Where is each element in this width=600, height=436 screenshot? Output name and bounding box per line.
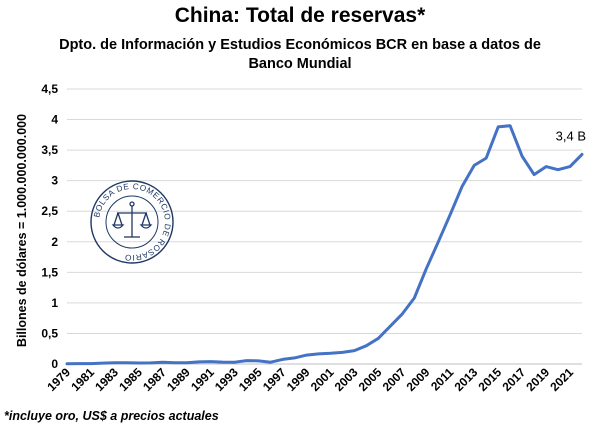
x-tick-label: 1999: [284, 365, 313, 394]
x-tick-label: 2009: [404, 365, 433, 394]
x-tick-label: 1997: [260, 365, 289, 394]
gridlines: [67, 88, 582, 334]
y-axis-ticks: 0 0,5 1 1,5 2 2,5 3 3,5 4 4,5: [41, 82, 58, 371]
footnote: *incluye oro, US$ a precios actuales: [4, 409, 219, 423]
x-tick-label: 2013: [452, 365, 481, 394]
y-tick-label: 1,5: [41, 265, 58, 279]
chart-subtitle: Dpto. de Información y Estudios Económic…: [59, 37, 541, 72]
y-tick-label: 2,5: [41, 204, 58, 218]
x-tick-label: 2019: [523, 365, 552, 394]
bcr-logo-seal: BOLSA DE COMERCIO DE ROSARIO: [90, 180, 174, 264]
x-tick-label: 2007: [380, 365, 409, 394]
y-tick-label: 1: [51, 296, 58, 310]
x-tick-label: 1979: [44, 365, 73, 394]
x-tick-label: 2001: [308, 365, 337, 394]
x-tick-label: 2003: [332, 365, 361, 394]
series-line-reserves: [65, 124, 584, 366]
x-tick-label: 1985: [116, 365, 145, 394]
y-tick-label: 0,5: [41, 326, 58, 340]
x-tick-label: 2017: [499, 365, 528, 394]
x-tick-label: 2015: [476, 365, 505, 394]
y-axis-title: Billones de dólares = 1.000.000.000.000: [15, 114, 29, 347]
chart-title: China: Total de reservas*: [174, 4, 426, 27]
x-tick-label: 2021: [547, 365, 576, 394]
x-axis-ticks: 1979198119831985198719891991199319951997…: [44, 365, 576, 394]
y-tick-label: 3,5: [41, 143, 58, 157]
x-tick-label: 1995: [236, 365, 265, 394]
scales-icon: [111, 201, 153, 238]
y-tick-label: 3: [51, 174, 58, 188]
y-tick-label: 4,5: [41, 82, 58, 96]
x-tick-label: 2005: [356, 365, 385, 394]
x-tick-label: 2011: [428, 365, 457, 394]
x-tick-label: 1983: [92, 365, 121, 394]
x-tick-label: 1993: [212, 365, 241, 394]
y-tick-label: 2: [51, 235, 58, 249]
x-tick-label: 1991: [188, 365, 217, 394]
last-value-annotation: 3,4 B: [556, 128, 586, 143]
x-tick-label: 1987: [140, 365, 169, 394]
y-tick-label: 4: [51, 113, 58, 127]
x-tick-label: 1989: [164, 365, 193, 394]
x-tick-label: 1981: [68, 365, 97, 394]
y-tick-label: 0: [51, 357, 58, 371]
